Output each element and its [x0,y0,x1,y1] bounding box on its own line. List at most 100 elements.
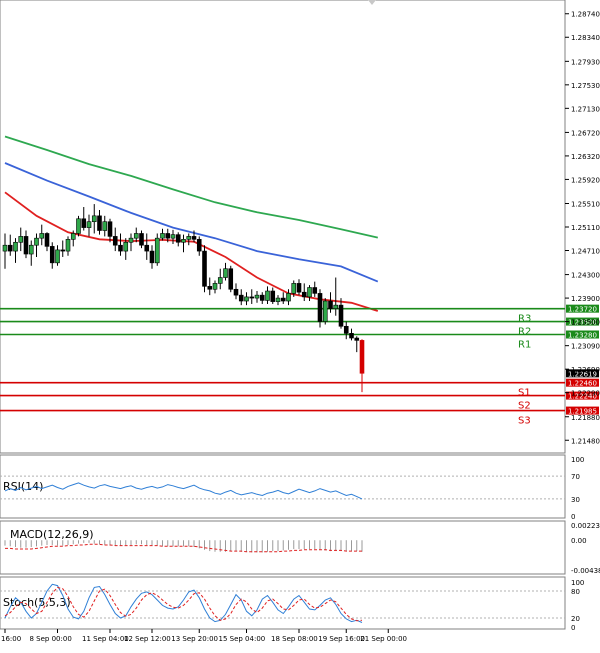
stoch-signal-line [4,586,363,622]
candle-body [312,287,318,294]
current-price-label: 1.22619 [568,370,597,378]
candle-body [280,297,286,302]
candle-body [317,293,323,322]
candle-body [55,249,60,264]
level-price-label: 1.22240 [568,393,597,401]
candle-body [359,340,365,374]
level-name-s1: S1 [518,388,531,399]
candle-body [217,277,223,284]
price-tick-label: 1.25920 [571,176,600,184]
candle-body [39,233,45,239]
price-tick-label: 1.23900 [571,295,600,303]
candle-body [181,239,186,243]
stoch-label: Stoch(5,5,3) [3,596,71,609]
macd-label: MACD(12,26,9) [10,528,94,541]
rsi-tick-label: 70 [571,473,580,481]
candle-body [128,237,134,243]
candle-body [118,244,123,252]
candle-body [170,234,176,239]
level-price-label: 1.23280 [568,332,597,340]
candle-body [175,234,181,243]
level-name-r1: R1 [518,340,531,351]
macd-tick-label: 0.00 [571,537,587,545]
level-price-tag [566,378,599,387]
level-price-tag [566,406,599,415]
price-tick-label: 1.26720 [571,129,600,137]
candle-body [34,237,39,246]
moving-average-line [4,135,378,239]
candle-body [28,244,34,255]
level-price-label: 1.21985 [568,408,597,416]
time-tick-label: 12 Sep 12:00 [124,635,171,643]
candle-body [13,241,18,252]
candle-body [23,236,29,255]
candle-body [144,244,150,252]
price-tick-label: 1.25110 [571,224,600,232]
candle-body [328,300,333,309]
price-tick-label: 1.26320 [571,153,600,161]
price-tick-label: 1.27530 [571,82,600,90]
candle-body [65,239,71,252]
stoch-tick-label: 100 [571,579,584,587]
level-price-label: 1.22460 [568,380,597,388]
stoch-main-line [4,583,363,623]
time-tick-label: 21 Sep 00:00 [360,635,407,643]
candle-body [123,241,129,252]
level-price-tag [566,317,599,326]
price-tick-label: 1.23090 [571,343,600,351]
candle-body [322,300,328,322]
time-tick-label: 8 Sep 00:00 [30,635,72,643]
candle-body [259,294,265,301]
candle-body [254,294,260,299]
candle-body [70,233,76,240]
candle-body [223,268,228,278]
level-price-tag [566,304,599,313]
candle-body [291,283,297,294]
candle-body [149,250,155,264]
candle-body [186,236,192,240]
time-tick-label: 18 Sep 08:00 [271,635,318,643]
rsi-tick-label: 0 [571,513,575,521]
candle-body [338,304,344,327]
level-name-r3: R3 [518,314,531,325]
price-tick-label: 1.23500 [571,319,600,327]
candle-body [76,218,81,234]
time-tick-label: 15 Sep 04:00 [219,635,266,643]
candle-body [301,291,307,298]
price-tick-label: 1.25510 [571,201,600,209]
candle-body [107,221,113,237]
candle-body [244,296,249,302]
candle-body [91,215,97,223]
price-tick-label: 1.24300 [571,272,600,280]
price-tick-label: 1.22290 [571,390,600,398]
candle-body [44,233,50,247]
candle-body [102,221,108,231]
level-price-label: 1.23500 [568,319,597,327]
stoch-tick-label: 20 [571,615,580,623]
candle-body [343,325,349,334]
candle-body [196,239,202,252]
price-tick-label: 1.21480 [571,437,600,445]
current-price-tag [566,369,599,378]
candle-body [165,233,171,239]
candle-body [49,246,55,264]
candle-body [86,221,92,228]
candle-body [333,304,339,309]
candle-body [233,288,239,296]
candle-body [349,333,354,339]
scroll-marker-icon [368,0,376,5]
candle-body [354,337,360,341]
candle-body [18,236,24,243]
candle-body [60,249,66,252]
price-tick-label: 1.21880 [571,414,600,422]
candle-body [286,293,291,302]
candle-body [212,283,218,290]
level-name-s3: S3 [518,416,531,427]
price-panel: 1.23720 R3 1.23500 R2 1.23280 R1 1.22460 S1 1.22… [0,0,600,454]
candle-body [270,290,276,302]
stoch-tick-label: 0 [571,624,575,632]
